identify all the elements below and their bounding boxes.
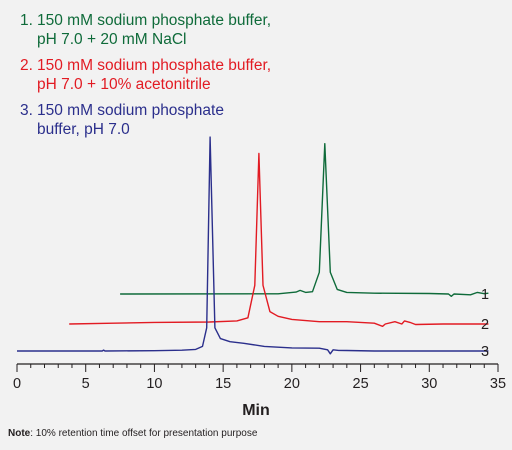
trace-labels: 1 2 3: [481, 287, 489, 360]
trace-3: [17, 136, 489, 355]
legend-line: 150 mM sodium phosphate: [37, 102, 224, 119]
x-tick-label: 35: [490, 376, 506, 392]
x-tick-label: 15: [215, 376, 231, 392]
trace-2: [69, 152, 489, 327]
legend-line: 150 mM sodium phosphate buffer,: [37, 57, 271, 74]
legend-line: buffer, pH 7.0: [37, 121, 130, 138]
note-label: Note: [8, 428, 31, 439]
trace-label-3: 3: [481, 344, 489, 360]
x-axis-title: Min: [242, 402, 270, 419]
note-text: : 10% retention time offset for presenta…: [30, 428, 258, 439]
legend: 1. 150 mM sodium phosphate buffer,pH 7.0 …: [20, 12, 271, 138]
legend-line: pH 7.0 + 10% acetonitrile: [37, 76, 211, 93]
legend-number: 3.: [20, 102, 33, 119]
x-tick-label: 20: [284, 376, 300, 392]
x-tick-label: 30: [421, 376, 437, 392]
traces: [17, 136, 489, 355]
legend-entry-1: 1. 150 mM sodium phosphate buffer, pH 7.0 …: [20, 12, 271, 48]
legend-line: 150 mM sodium phosphate buffer,: [37, 12, 271, 29]
legend-number: 1.: [20, 12, 33, 29]
legend-entry-3: 3. 150 mM sodium phosphate buffer, pH 7.0: [20, 102, 224, 138]
x-tick-label: 10: [146, 376, 162, 392]
legend-number: 2.: [20, 57, 33, 74]
trace-label-1: 1: [481, 287, 489, 303]
x-axis: 0 5 10 15 20 25 30 35: [13, 363, 506, 392]
note: Note: 10% retention time offset for pres…: [8, 428, 258, 439]
legend-entry-2: 2. 150 mM sodium phosphate buffer, pH 7.0 …: [20, 57, 271, 93]
trace-1: [120, 143, 489, 297]
trace-label-2: 2: [481, 317, 489, 333]
x-tick-label: 25: [353, 376, 369, 392]
legend-line: pH 7.0 + 20 mM NaCl: [37, 31, 186, 48]
x-tick-label: 0: [13, 376, 21, 392]
x-tick-label: 5: [82, 376, 90, 392]
